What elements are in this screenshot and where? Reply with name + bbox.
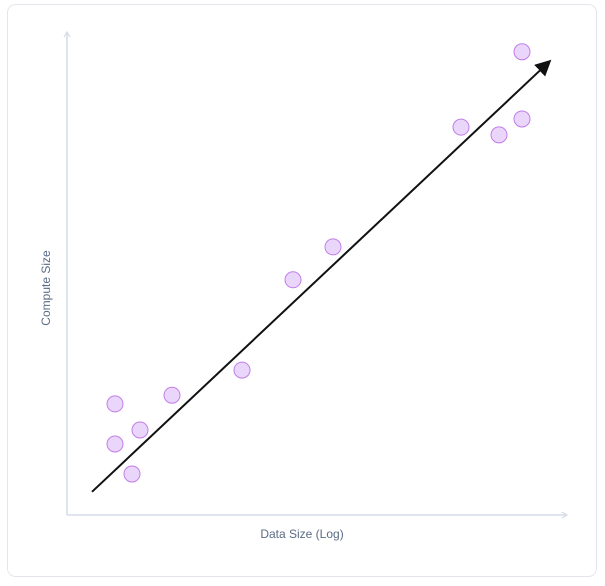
trend-arrow bbox=[91, 59, 552, 493]
y-axis-label: Compute Size bbox=[39, 250, 53, 326]
x-axis-label: Data Size (Log) bbox=[260, 527, 343, 541]
data-point bbox=[513, 110, 531, 128]
data-point bbox=[163, 386, 181, 404]
y-axis-arrow bbox=[63, 30, 71, 38]
data-point bbox=[106, 395, 124, 413]
data-point bbox=[490, 126, 508, 144]
data-point bbox=[324, 238, 342, 256]
data-point bbox=[106, 435, 124, 453]
card bbox=[7, 4, 597, 577]
data-point bbox=[123, 465, 141, 483]
data-point bbox=[131, 421, 149, 439]
data-point bbox=[233, 361, 251, 379]
x-axis-arrow bbox=[561, 511, 569, 519]
data-point bbox=[284, 271, 302, 289]
data-point bbox=[452, 118, 470, 136]
data-point bbox=[513, 43, 531, 61]
